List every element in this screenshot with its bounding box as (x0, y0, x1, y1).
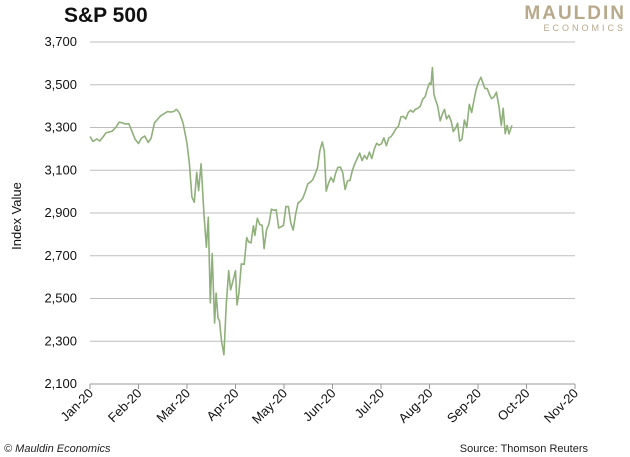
mauldin-economics-logo: MAULDIN ECONOMICS (524, 3, 626, 33)
x-tick-label: Jun-20 (300, 386, 339, 425)
y-tick-label: 3,100 (44, 162, 77, 177)
y-tick-label: 2,700 (44, 248, 77, 263)
y-tick-label: 3,500 (44, 77, 77, 92)
y-axis-ticks: 2,100 2,300 2,500 2,700 2,900 3,100 3,300 3,500… (44, 34, 77, 391)
x-tick-label: Apr-20 (203, 386, 241, 424)
y-tick-label: 2,100 (44, 376, 77, 391)
x-tick-label: Feb-20 (105, 386, 145, 426)
sp500-series-line (89, 66, 513, 356)
x-tick-label: Jan-20 (57, 386, 96, 425)
chart-title: S&P 500 (64, 4, 148, 27)
y-tick-label: 2,300 (44, 333, 77, 348)
x-tick-label: Aug-20 (395, 386, 435, 426)
x-tick-label: Mar-20 (153, 386, 193, 426)
x-tick-label: Jul-20 (351, 386, 387, 422)
y-tick-label: 2,900 (44, 205, 77, 220)
grid (90, 41, 575, 385)
x-tick-label: May-20 (249, 386, 290, 427)
copyright-note: © Mauldin Economics (4, 443, 111, 455)
source-note: Source: Thomson Reuters (459, 443, 588, 455)
x-tick-label: Nov-20 (541, 386, 581, 426)
x-tick-label: Sep-20 (444, 386, 484, 426)
y-tick-label: 3,700 (44, 34, 77, 49)
y-tick-label: 3,300 (44, 120, 77, 135)
y-tick-label: 2,500 (44, 291, 77, 306)
x-tick-label: Oct-20 (494, 386, 532, 424)
y-axis-label: Index Value (9, 182, 24, 250)
x-axis-ticks: Jan-20 Feb-20 Mar-20 Apr-20 May-20 Jun-20 Jul-… (57, 384, 581, 427)
